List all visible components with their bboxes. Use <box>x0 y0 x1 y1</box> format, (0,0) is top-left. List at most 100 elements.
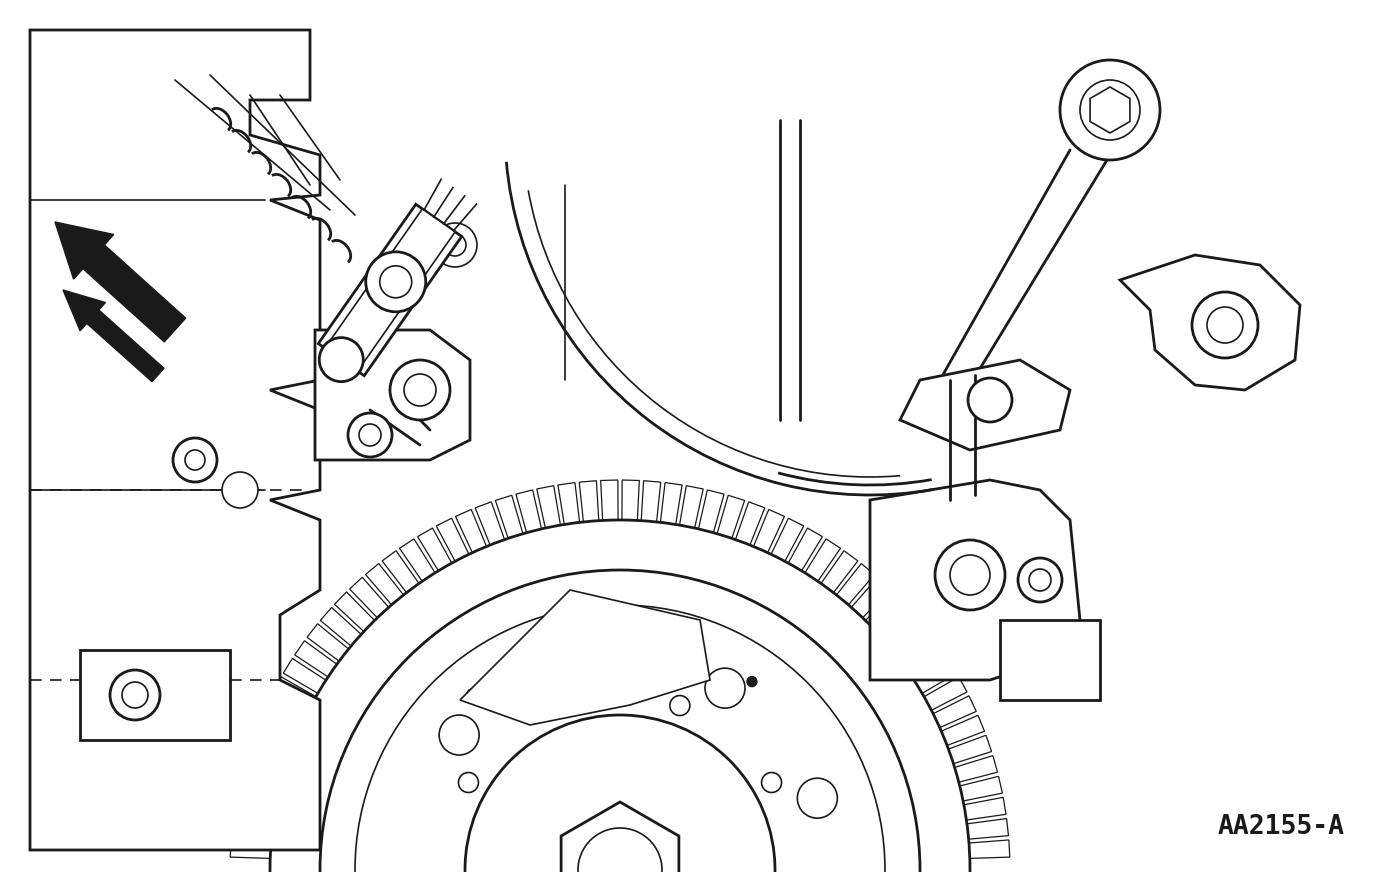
Polygon shape <box>698 490 724 533</box>
Polygon shape <box>754 509 784 553</box>
Polygon shape <box>805 539 840 582</box>
Polygon shape <box>334 592 375 631</box>
Polygon shape <box>536 486 560 528</box>
Polygon shape <box>949 735 992 764</box>
Polygon shape <box>295 641 337 677</box>
Polygon shape <box>1120 255 1300 390</box>
Polygon shape <box>460 590 710 725</box>
Polygon shape <box>238 776 280 801</box>
Polygon shape <box>248 735 291 764</box>
Polygon shape <box>400 539 435 582</box>
Polygon shape <box>964 797 1006 820</box>
Circle shape <box>935 540 1004 610</box>
Polygon shape <box>914 658 957 693</box>
Circle shape <box>1018 558 1061 602</box>
Polygon shape <box>851 577 890 617</box>
Circle shape <box>467 689 478 698</box>
Circle shape <box>550 696 570 716</box>
Circle shape <box>968 378 1011 422</box>
Polygon shape <box>970 840 1010 858</box>
Polygon shape <box>456 509 486 553</box>
Circle shape <box>670 696 690 716</box>
Circle shape <box>1192 292 1258 358</box>
Polygon shape <box>283 658 326 693</box>
Polygon shape <box>621 480 639 521</box>
Polygon shape <box>559 482 579 524</box>
Polygon shape <box>515 490 542 533</box>
Circle shape <box>380 266 412 298</box>
Circle shape <box>747 677 756 686</box>
Polygon shape <box>475 501 504 545</box>
Circle shape <box>348 413 391 457</box>
Polygon shape <box>933 696 976 727</box>
Polygon shape <box>871 480 1080 680</box>
Polygon shape <box>924 677 967 711</box>
Circle shape <box>390 360 450 420</box>
Polygon shape <box>579 480 599 522</box>
Polygon shape <box>350 577 389 617</box>
Circle shape <box>950 555 990 595</box>
Polygon shape <box>319 204 461 376</box>
Polygon shape <box>717 495 745 538</box>
Polygon shape <box>325 209 456 371</box>
Polygon shape <box>865 592 905 631</box>
Circle shape <box>578 828 662 872</box>
Circle shape <box>762 773 781 793</box>
Circle shape <box>1206 307 1243 343</box>
Circle shape <box>355 605 885 872</box>
Polygon shape <box>736 501 765 545</box>
Polygon shape <box>1000 620 1100 700</box>
Polygon shape <box>418 528 451 571</box>
Polygon shape <box>231 819 273 839</box>
Polygon shape <box>496 495 522 538</box>
Polygon shape <box>600 480 618 521</box>
Polygon shape <box>660 482 683 524</box>
Polygon shape <box>31 30 320 850</box>
Polygon shape <box>903 641 946 677</box>
Circle shape <box>366 252 426 312</box>
Circle shape <box>465 715 775 872</box>
Polygon shape <box>382 551 419 593</box>
Circle shape <box>221 472 258 508</box>
Polygon shape <box>365 563 404 605</box>
Polygon shape <box>1091 87 1130 133</box>
Circle shape <box>320 570 919 872</box>
Polygon shape <box>320 608 361 646</box>
Polygon shape <box>788 528 822 571</box>
Circle shape <box>319 337 364 382</box>
Circle shape <box>173 438 217 482</box>
Circle shape <box>110 670 160 720</box>
Circle shape <box>1060 60 1160 160</box>
Polygon shape <box>954 756 997 782</box>
Circle shape <box>564 644 603 683</box>
Circle shape <box>359 424 382 446</box>
Polygon shape <box>561 802 678 872</box>
Polygon shape <box>879 608 919 646</box>
Polygon shape <box>900 360 1070 450</box>
Circle shape <box>439 715 479 755</box>
Circle shape <box>270 520 970 872</box>
Circle shape <box>595 636 605 646</box>
Polygon shape <box>255 715 298 746</box>
Text: AA2155-A: AA2155-A <box>1217 814 1346 840</box>
Polygon shape <box>641 480 660 522</box>
Polygon shape <box>820 551 858 593</box>
Circle shape <box>705 668 745 708</box>
Polygon shape <box>306 623 348 661</box>
Circle shape <box>185 450 205 470</box>
Polygon shape <box>79 650 230 740</box>
Polygon shape <box>892 623 933 661</box>
Circle shape <box>797 778 837 818</box>
Polygon shape <box>242 756 286 782</box>
Circle shape <box>458 773 478 793</box>
Polygon shape <box>680 486 703 528</box>
FancyArrow shape <box>54 222 185 342</box>
Polygon shape <box>942 715 985 746</box>
Circle shape <box>404 374 436 406</box>
Polygon shape <box>263 696 306 727</box>
Polygon shape <box>967 819 1009 839</box>
Polygon shape <box>960 776 1003 801</box>
Circle shape <box>433 223 476 267</box>
Polygon shape <box>836 563 875 605</box>
Circle shape <box>1029 569 1050 591</box>
